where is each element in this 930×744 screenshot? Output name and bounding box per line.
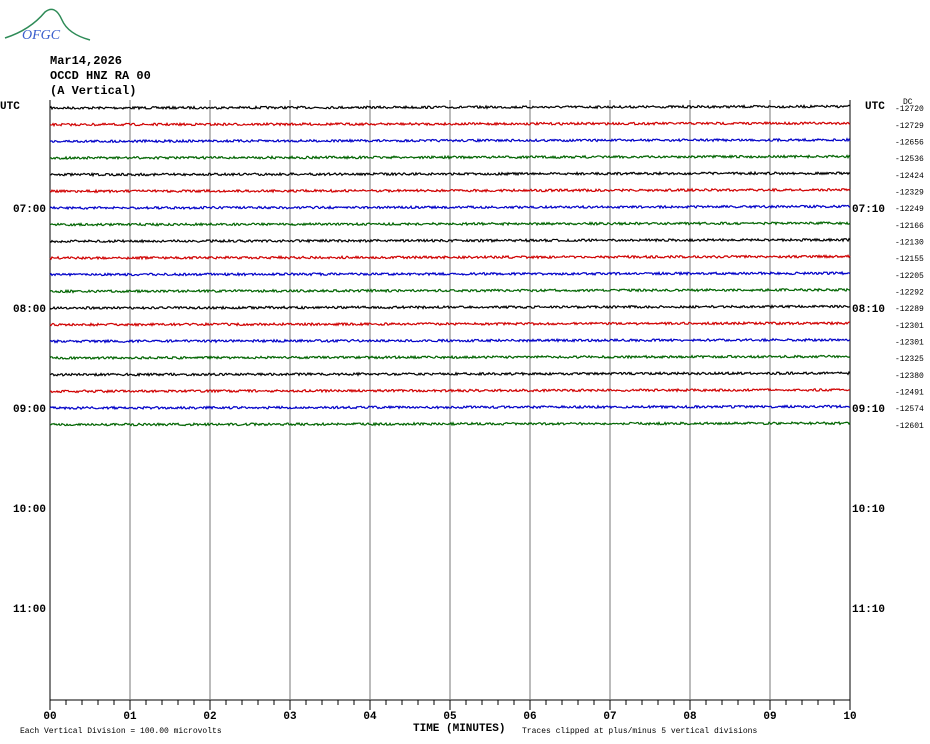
clip-note: Traces clipped at plus/minus 5 vertical … bbox=[522, 727, 757, 736]
x-tick-label: 09 bbox=[763, 711, 776, 723]
right-time-label: 07:10 bbox=[852, 204, 885, 216]
axis-title: TIME (MINUTES) bbox=[413, 723, 505, 735]
x-tick-label: 06 bbox=[523, 711, 536, 723]
dc-offset: -12292 bbox=[895, 288, 924, 297]
date: Mar14,2026 bbox=[50, 54, 122, 68]
dc-label: DC bbox=[903, 98, 913, 107]
dc-offset: -12166 bbox=[895, 222, 924, 231]
trace bbox=[49, 387, 851, 394]
dc-offset: -12155 bbox=[895, 255, 924, 264]
trace bbox=[49, 154, 851, 161]
dc-offset: -12249 bbox=[895, 205, 924, 214]
dc-offset: -12574 bbox=[895, 405, 924, 414]
trace bbox=[49, 204, 851, 211]
x-tick-label: 04 bbox=[363, 711, 377, 723]
dc-offset: -12601 bbox=[895, 422, 924, 431]
right-time-label: 09:10 bbox=[852, 404, 885, 416]
dc-offset: -12205 bbox=[895, 272, 924, 281]
scale-note: Each Vertical Division = 100.00 microvol… bbox=[20, 727, 222, 736]
dc-offset: -12720 bbox=[895, 105, 924, 114]
dc-offset: -12536 bbox=[895, 155, 924, 164]
left-time-label: 09:00 bbox=[13, 404, 46, 416]
trace bbox=[49, 337, 851, 344]
trace bbox=[49, 121, 851, 128]
trace bbox=[49, 420, 851, 427]
left-time-label: UTC bbox=[0, 101, 20, 113]
dc-offset: -12491 bbox=[895, 388, 924, 397]
dc-offset: -12325 bbox=[895, 355, 924, 364]
x-tick-label: 03 bbox=[283, 711, 297, 723]
dc-offset: -12301 bbox=[895, 322, 924, 331]
trace bbox=[49, 137, 851, 144]
station: OCCD HNZ RA 00 bbox=[50, 69, 151, 83]
left-time-label: 07:00 bbox=[13, 204, 46, 216]
trace bbox=[49, 404, 851, 411]
right-time-label: 08:10 bbox=[852, 304, 885, 316]
left-time-label: 10:00 bbox=[13, 504, 46, 516]
trace bbox=[49, 354, 851, 361]
dc-offset: -12329 bbox=[895, 188, 924, 197]
trace bbox=[49, 237, 851, 244]
trace bbox=[49, 304, 851, 311]
x-tick-label: 02 bbox=[203, 711, 216, 723]
trace bbox=[49, 370, 851, 377]
dc-offset: -12130 bbox=[895, 238, 924, 247]
left-time-label: 11:00 bbox=[13, 604, 46, 616]
dc-offset: -12424 bbox=[895, 172, 924, 181]
right-time-label: 10:10 bbox=[852, 504, 885, 516]
dc-offset: -12380 bbox=[895, 372, 924, 381]
right-time-label: UTC bbox=[865, 101, 885, 113]
trace bbox=[49, 320, 851, 327]
x-tick-label: 00 bbox=[43, 711, 56, 723]
trace bbox=[49, 103, 851, 111]
x-tick-label: 10 bbox=[843, 711, 856, 723]
x-tick-label: 08 bbox=[683, 711, 697, 723]
trace bbox=[49, 221, 851, 227]
dc-offset: -12729 bbox=[895, 122, 924, 131]
dc-offset: -12289 bbox=[895, 305, 924, 314]
left-time-label: 08:00 bbox=[13, 304, 46, 316]
x-tick-label: 01 bbox=[123, 711, 137, 723]
component: (A Vertical) bbox=[50, 84, 136, 98]
x-tick-label: 05 bbox=[443, 711, 457, 723]
right-time-label: 11:10 bbox=[852, 604, 885, 616]
trace bbox=[49, 287, 851, 294]
logo-curve bbox=[4, 8, 91, 41]
dc-offset: -12656 bbox=[895, 138, 924, 147]
trace bbox=[49, 254, 851, 261]
dc-offset: -12301 bbox=[895, 338, 924, 347]
x-tick-label: 07 bbox=[603, 711, 616, 723]
trace bbox=[49, 187, 851, 194]
logo: OFGC bbox=[22, 28, 61, 43]
trace bbox=[49, 170, 851, 178]
trace bbox=[49, 270, 851, 277]
